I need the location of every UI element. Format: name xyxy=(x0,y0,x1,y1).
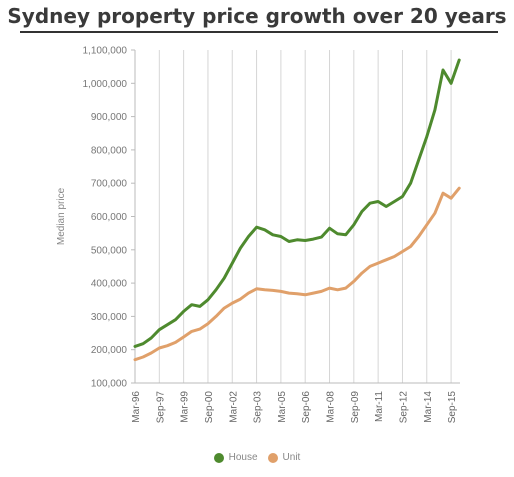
x-tick-label: Mar-08 xyxy=(326,391,337,423)
x-tick-label: Mar-02 xyxy=(228,391,239,423)
x-tick-label: Sep-03 xyxy=(253,391,264,424)
y-tick-label: 500,000 xyxy=(91,245,128,256)
series-line-unit xyxy=(133,186,461,362)
x-tick-label: Sep-06 xyxy=(301,391,312,424)
x-tick-label: Sep-97 xyxy=(155,391,166,424)
y-tick-label: 300,000 xyxy=(91,312,128,323)
x-tick-label: Mar-05 xyxy=(277,391,288,423)
x-tick-label: Mar-96 xyxy=(131,391,142,423)
y-tick-label: 900,000 xyxy=(91,112,128,123)
y-tick-label: 1,000,000 xyxy=(83,79,128,90)
y-tick-label: 100,000 xyxy=(91,379,128,390)
x-tick-label: Sep-12 xyxy=(398,391,409,424)
series-line-house xyxy=(133,58,461,348)
y-tick-label: 700,000 xyxy=(91,179,128,190)
x-tick-label: Sep-09 xyxy=(350,391,361,424)
legend-label-house: House xyxy=(228,452,258,463)
x-tick-label: Sep-00 xyxy=(204,391,215,424)
chart-title: Sydney property price growth over 20 yea… xyxy=(7,4,507,28)
y-tick-label: 600,000 xyxy=(91,212,128,223)
y-tick-label: 400,000 xyxy=(91,279,128,290)
x-axis-ticks: Mar-96 Sep-97 Mar-99 Sep-00 Mar-02 Sep-03 Mar-… xyxy=(131,391,458,424)
gridlines xyxy=(134,50,460,384)
y-tick-label: 200,000 xyxy=(91,345,128,356)
legend-label-unit: Unit xyxy=(282,452,301,463)
y-axis-label: Median price xyxy=(56,187,67,245)
legend-swatch-house xyxy=(213,452,224,463)
x-tick-label: Mar-11 xyxy=(374,391,385,422)
legend-swatch-unit xyxy=(267,452,278,463)
title-underline xyxy=(20,31,498,33)
x-tick-label: Sep-15 xyxy=(447,391,458,424)
y-tick-label: 800,000 xyxy=(91,145,128,156)
legend-item-unit: Unit xyxy=(267,452,301,463)
x-tick-label: Mar-14 xyxy=(423,391,434,423)
y-tick-label: 1,100,000 xyxy=(83,46,128,57)
x-tick-label: Mar-99 xyxy=(180,391,191,423)
series-lines xyxy=(133,58,461,362)
y-axis-ticks: 100,000 200,000 300,000 400,000 500,000 600,0… xyxy=(83,46,135,390)
legend: House Unit xyxy=(0,452,514,463)
legend-item-house: House xyxy=(213,452,258,463)
